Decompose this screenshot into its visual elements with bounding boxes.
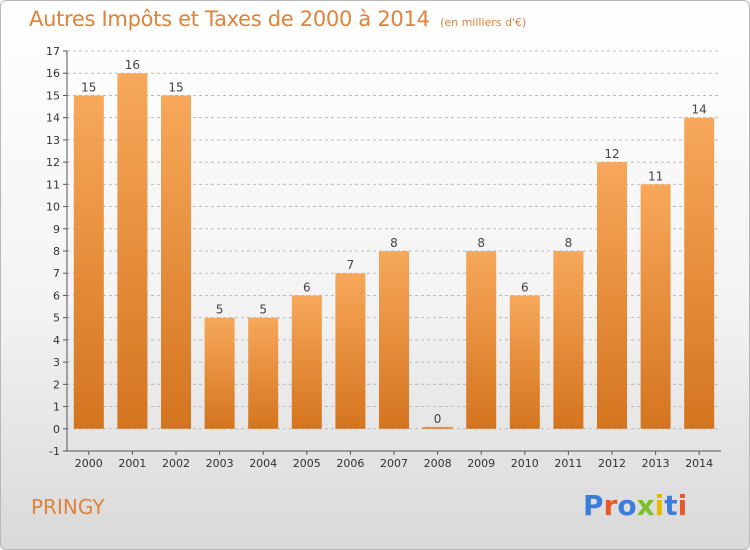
logo-letter: i (677, 489, 688, 522)
data-label-2005: 6 (303, 280, 311, 294)
logo-letter: i (654, 489, 665, 522)
x-tick-label-2007: 2007 (380, 457, 408, 470)
bar-2000 (73, 95, 104, 429)
logo-letter: x (636, 489, 655, 522)
y-tick-label: 10 (46, 201, 60, 214)
data-label-2007: 8 (390, 236, 398, 250)
bars (73, 73, 715, 429)
y-tick-label: 5 (53, 312, 60, 325)
y-tick-label: 12 (46, 156, 60, 169)
bar-2011 (553, 251, 584, 429)
x-tick-label-2011: 2011 (554, 457, 582, 470)
proxiti-logo[interactable]: Proxiti (583, 489, 687, 522)
bar-2006 (335, 273, 366, 429)
data-label-2001: 16 (125, 58, 140, 72)
bar-2012 (597, 162, 627, 429)
x-tick-label-2002: 2002 (162, 457, 190, 470)
data-label-2009: 8 (477, 236, 485, 250)
data-label-2002: 15 (168, 80, 183, 94)
bar-2005 (291, 295, 322, 429)
x-tick-label-2001: 2001 (118, 457, 146, 470)
chart-title: Autres Impôts et Taxes de 2000 à 2014 (29, 7, 430, 31)
y-tick-label: 6 (53, 289, 60, 302)
logo-letter: o (617, 489, 637, 522)
data-label-2006: 7 (347, 258, 355, 272)
y-tick-label: 4 (53, 334, 60, 347)
data-label-2010: 6 (521, 280, 529, 294)
x-tick-label-2010: 2010 (511, 457, 539, 470)
chart-subtitle: (en milliers d'€) (440, 16, 527, 29)
bar-2007 (379, 251, 409, 429)
logo-letter: r (603, 489, 618, 522)
x-tick-label-2008: 2008 (424, 457, 452, 470)
x-tick-label-2012: 2012 (598, 457, 626, 470)
bar-2013 (640, 184, 671, 429)
y-tick-label: 7 (53, 267, 60, 280)
x-tick-label-2006: 2006 (336, 457, 364, 470)
bar-2009 (466, 251, 497, 429)
chart-header: Autres Impôts et Taxes de 2000 à 2014 (e… (29, 7, 526, 31)
bar-2004 (248, 317, 279, 429)
location-label: PRINGY (31, 495, 105, 519)
x-axis-labels: 2000 2001 2002 2003 2004 2005 2006 2007 2008 2009… (75, 451, 713, 470)
y-tick-label: 16 (46, 67, 60, 80)
y-tick-label: 1 (53, 401, 60, 414)
x-tick-label-2009: 2009 (467, 457, 495, 470)
data-label-2012: 12 (604, 147, 619, 161)
bar-2008 (422, 426, 453, 429)
y-tick-label: 13 (46, 134, 60, 147)
y-tick-label: 8 (53, 245, 60, 258)
bar-2010 (509, 295, 540, 429)
data-label-2000: 15 (81, 80, 96, 94)
data-label-2014: 14 (692, 103, 707, 117)
bar-2002 (161, 95, 191, 429)
y-tick-label: 11 (46, 178, 60, 191)
y-tick-label: -1 (49, 445, 60, 458)
x-tick-label-2004: 2004 (249, 457, 277, 470)
bar-2014 (684, 117, 715, 429)
data-label-2003: 5 (216, 303, 224, 317)
y-tick-label: 14 (46, 112, 60, 125)
bar-2003 (204, 317, 235, 429)
data-label-2013: 11 (648, 169, 663, 183)
logo-letter: t (664, 489, 678, 522)
y-tick-label: 17 (46, 45, 60, 58)
data-label-2008: 0 (434, 412, 442, 426)
data-labels: 15 16 15 5 5 6 7 8 0 8 6 8 12 11 14 (81, 58, 707, 426)
y-tick-label: 0 (53, 423, 60, 436)
x-tick-label-2013: 2013 (642, 457, 670, 470)
data-label-2004: 5 (259, 303, 267, 317)
y-tick-label: 9 (53, 223, 60, 236)
y-tick-label: 15 (46, 89, 60, 102)
x-tick-label-2003: 2003 (206, 457, 234, 470)
x-tick-label-2005: 2005 (293, 457, 321, 470)
x-tick-label-2014: 2014 (685, 457, 713, 470)
logo-letter: P (583, 489, 604, 522)
bar-2001 (117, 73, 148, 429)
y-tick-label: 2 (53, 378, 60, 391)
y-tick-label: 3 (53, 356, 60, 369)
data-label-2011: 8 (565, 236, 573, 250)
x-tick-label-2000: 2000 (75, 457, 103, 470)
